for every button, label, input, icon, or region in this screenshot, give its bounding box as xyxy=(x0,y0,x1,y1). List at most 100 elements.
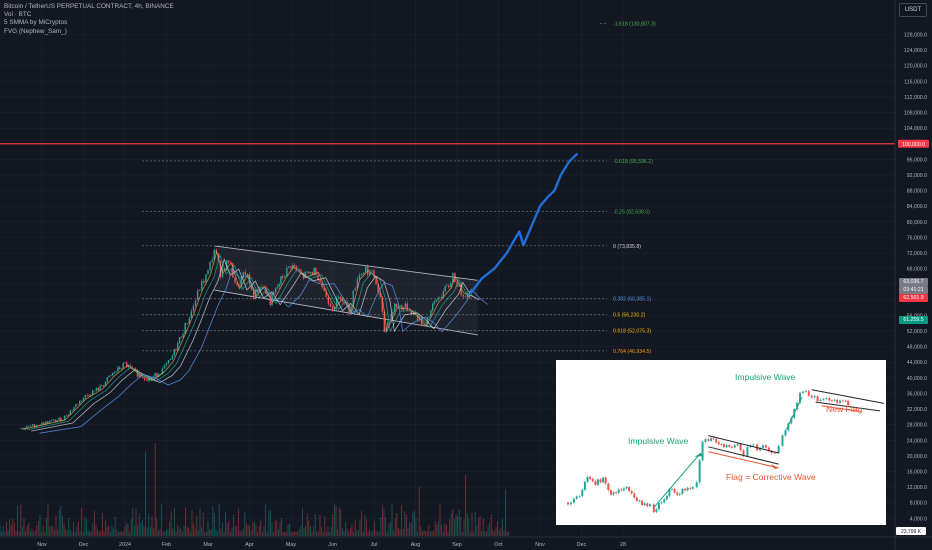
candle-body xyxy=(177,343,179,351)
buy-price-value: 61,259.5 xyxy=(903,317,924,323)
candle-body xyxy=(117,367,119,372)
volume-indicator-label[interactable]: Vol · BTC xyxy=(4,11,32,19)
symbol-title[interactable]: Bitcoin / TetherUS PERPETUAL CONTRACT, 4… xyxy=(4,3,174,10)
candle-body xyxy=(45,421,47,425)
inset-candle-body xyxy=(807,391,810,396)
candle-body xyxy=(360,273,363,275)
candle-body xyxy=(22,428,24,430)
candle-body xyxy=(147,378,149,381)
candle-body xyxy=(71,410,73,411)
candle-body xyxy=(106,377,108,382)
y-tick-label: 96,000.0 xyxy=(907,157,927,163)
candle-body xyxy=(387,322,389,328)
candle-body xyxy=(50,420,53,422)
inset-candle-body xyxy=(686,487,689,491)
candle-body xyxy=(464,296,466,298)
fib-levels: -1.618 (130,807.3) -0.618 (95,596.2) -0.25… xyxy=(142,22,656,355)
candle-body xyxy=(115,371,117,373)
chart-legend: Bitcoin / TetherUS PERPETUAL CONTRACT, 4… xyxy=(4,3,174,36)
candle-body xyxy=(250,283,253,291)
candle-body xyxy=(278,284,280,287)
candle-body xyxy=(466,292,469,298)
candle-body xyxy=(354,288,357,291)
y-tick-label: 16,000.0 xyxy=(907,469,927,475)
candle-body xyxy=(129,365,132,367)
y-tick-label: 72,000.0 xyxy=(907,251,927,257)
candle-body xyxy=(321,282,323,288)
inset-candle-body xyxy=(586,476,589,482)
inset-flag-lower xyxy=(708,446,779,465)
candle-body xyxy=(383,311,386,332)
candle-body xyxy=(290,266,292,269)
fvg-indicator-label[interactable]: FVG (Nephew_Sam_) xyxy=(4,27,67,35)
x-tick-label: 2024 xyxy=(119,542,131,548)
inset-candle-body xyxy=(609,490,612,495)
inset-candle-body xyxy=(660,502,663,504)
smma-indicator-label[interactable]: 5 SMMA by MiCryptos xyxy=(4,19,68,27)
candle-body xyxy=(315,268,317,276)
candle-body xyxy=(381,297,383,312)
x-tick-label: May xyxy=(286,542,296,548)
candle-body xyxy=(390,314,392,322)
last-price-value: 63,036.7 xyxy=(903,279,924,285)
candle-body xyxy=(406,303,408,311)
inset-corrective-arrow xyxy=(708,451,779,469)
candle-body xyxy=(284,276,286,278)
inset-candle-body xyxy=(668,489,671,496)
candle-body xyxy=(342,299,344,303)
candle-body xyxy=(46,421,49,424)
candle-body xyxy=(452,273,454,284)
candle-body xyxy=(211,259,213,262)
candle-body xyxy=(292,264,294,269)
y-tick-label: 112,000.0 xyxy=(904,95,927,101)
candle-body xyxy=(75,404,77,408)
candle-body xyxy=(31,424,34,426)
inset-candle-body xyxy=(742,450,745,456)
inset-candle-body xyxy=(625,487,628,489)
candle-body xyxy=(440,296,443,298)
inset-candle-body xyxy=(767,447,770,452)
candle-body xyxy=(286,267,288,277)
candle-body xyxy=(20,428,22,429)
inset-candle-body xyxy=(617,489,620,493)
candle-body xyxy=(136,370,139,377)
currency-button[interactable]: USDT xyxy=(899,3,927,17)
candle-body xyxy=(122,363,124,369)
candle-body xyxy=(79,400,81,405)
candle-body xyxy=(110,375,112,377)
candle-body xyxy=(52,419,55,421)
y-tick-label: 12,000.0 xyxy=(907,485,927,491)
candle-body xyxy=(209,261,211,270)
candle-body xyxy=(111,372,114,376)
candle-body xyxy=(190,311,193,319)
candle-body xyxy=(371,270,373,272)
inset-candle-body xyxy=(710,438,712,441)
inset-candle-body xyxy=(752,444,755,446)
inset-candle-body xyxy=(665,495,668,500)
candle-body xyxy=(60,417,62,422)
candle-body xyxy=(428,316,430,318)
candle-body xyxy=(124,362,126,364)
inset-candle-body xyxy=(825,398,828,399)
candle-body xyxy=(274,288,277,293)
candle-body xyxy=(329,303,332,307)
candle-body xyxy=(257,289,259,293)
inset-candle-body xyxy=(602,477,605,483)
candle-body xyxy=(352,290,354,307)
candle-body xyxy=(56,420,58,422)
candle-body xyxy=(335,298,338,308)
candle-body xyxy=(437,297,439,300)
candle-body xyxy=(175,349,177,351)
candle-body xyxy=(118,367,121,370)
x-tick-label: Nov xyxy=(37,542,47,548)
candle-body xyxy=(404,303,407,308)
candle-body xyxy=(186,322,188,324)
inset-candle-body xyxy=(615,492,618,494)
inset-candle-body xyxy=(676,492,679,495)
candle-body xyxy=(63,415,66,421)
candle-body xyxy=(300,271,303,273)
fib-label: -0.618 (95,596.2) xyxy=(613,159,653,165)
fib-label: 0.382 (60,385.1) xyxy=(613,296,651,302)
resistance-price-tag xyxy=(898,139,929,148)
